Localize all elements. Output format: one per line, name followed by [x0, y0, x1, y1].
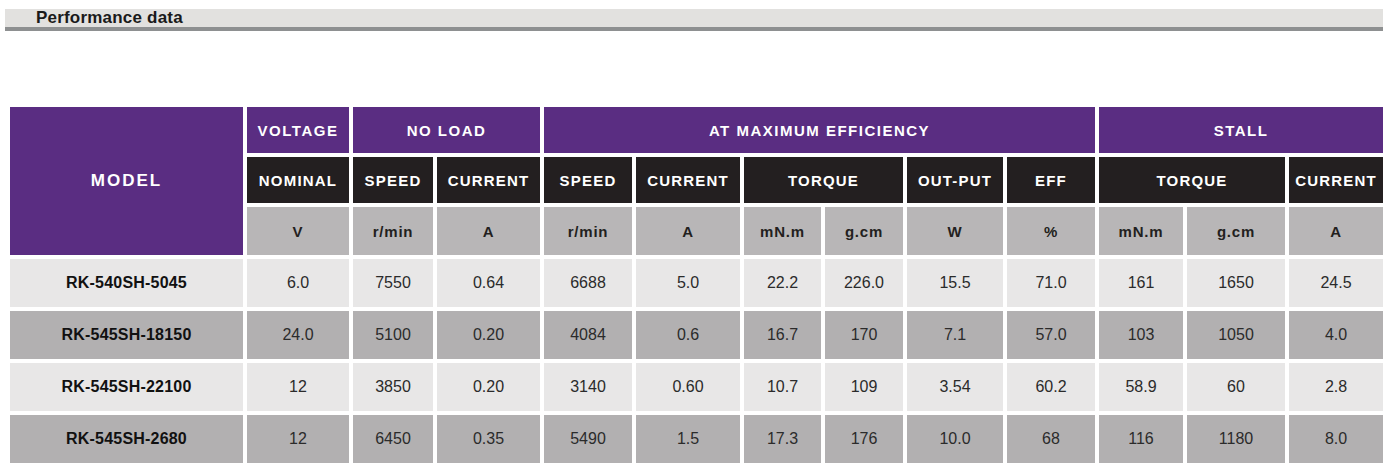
data-cell: 6688 [544, 259, 632, 307]
subheader-stall-torque: TORQUE [1099, 157, 1285, 203]
data-cell: 60.2 [1007, 363, 1095, 411]
data-cell: 22.2 [744, 259, 821, 307]
subheader-noload-speed: SPEED [353, 157, 433, 203]
subheader-stall-current: CURRENT [1289, 157, 1383, 203]
data-cell: 226.0 [825, 259, 903, 307]
data-cell: 2.8 [1289, 363, 1383, 411]
data-cell: 103 [1099, 311, 1183, 359]
data-cell: 12 [247, 363, 349, 411]
model-cell: RK-545SH-22100 [10, 363, 243, 411]
data-cell: 6450 [353, 415, 433, 463]
data-cell: 5490 [544, 415, 632, 463]
unit-maxeff-torque-mnm: mN.m [744, 207, 821, 255]
data-cell: 17.3 [744, 415, 821, 463]
data-cell: 3140 [544, 363, 632, 411]
data-cell: 8.0 [1289, 415, 1383, 463]
data-cell: 15.5 [907, 259, 1003, 307]
unit-maxeff-current: A [636, 207, 740, 255]
data-cell: 3850 [353, 363, 433, 411]
subheader-maxeff-current: CURRENT [636, 157, 740, 203]
data-cell: 7550 [353, 259, 433, 307]
data-cell: 57.0 [1007, 311, 1095, 359]
unit-stall-torque-mnm: mN.m [1099, 207, 1183, 255]
header-group-stall: STALL [1099, 107, 1383, 153]
table-row: RK-545SH-22100 12 3850 0.20 3140 0.60 10… [10, 363, 1383, 411]
data-cell: 16.7 [744, 311, 821, 359]
data-cell: 1650 [1187, 259, 1285, 307]
model-cell: RK-540SH-5045 [10, 259, 243, 307]
unit-noload-speed: r/min [353, 207, 433, 255]
data-cell: 161 [1099, 259, 1183, 307]
unit-eff-percent: % [1007, 207, 1095, 255]
data-cell: 0.20 [437, 311, 540, 359]
section-header: Performance data [5, 9, 1383, 31]
model-cell: RK-545SH-2680 [10, 415, 243, 463]
data-cell: 109 [825, 363, 903, 411]
header-model: MODEL [10, 107, 243, 255]
data-cell: 24.5 [1289, 259, 1383, 307]
data-cell: 0.6 [636, 311, 740, 359]
unit-maxeff-torque-gcm: g.cm [825, 207, 903, 255]
page-title: Performance data [5, 8, 183, 28]
model-cell: RK-545SH-18150 [10, 311, 243, 359]
data-cell: 1050 [1187, 311, 1285, 359]
data-cell: 58.9 [1099, 363, 1183, 411]
header-group-voltage: VOLTAGE [247, 107, 349, 153]
data-cell: 68 [1007, 415, 1095, 463]
data-cell: 10.7 [744, 363, 821, 411]
header-group-row: MODEL VOLTAGE NO LOAD AT MAXIMUM EFFICIE… [10, 107, 1383, 153]
data-cell: 10.0 [907, 415, 1003, 463]
data-cell: 0.35 [437, 415, 540, 463]
data-cell: 1.5 [636, 415, 740, 463]
data-cell: 24.0 [247, 311, 349, 359]
data-cell: 12 [247, 415, 349, 463]
data-cell: 5.0 [636, 259, 740, 307]
performance-table: MODEL VOLTAGE NO LOAD AT MAXIMUM EFFICIE… [6, 103, 1387, 467]
data-cell: 3.54 [907, 363, 1003, 411]
data-cell: 116 [1099, 415, 1183, 463]
data-cell: 170 [825, 311, 903, 359]
table-row: RK-540SH-5045 6.0 7550 0.64 6688 5.0 22.… [10, 259, 1383, 307]
data-cell: 4084 [544, 311, 632, 359]
subheader-output: OUT-PUT [907, 157, 1003, 203]
data-cell: 1180 [1187, 415, 1285, 463]
subheader-maxeff-speed: SPEED [544, 157, 632, 203]
subheader-nominal: NOMINAL [247, 157, 349, 203]
data-cell: 176 [825, 415, 903, 463]
subheader-eff: EFF [1007, 157, 1095, 203]
data-cell: 5100 [353, 311, 433, 359]
unit-output-w: W [907, 207, 1003, 255]
data-cell: 6.0 [247, 259, 349, 307]
data-cell: 60 [1187, 363, 1285, 411]
data-cell: 71.0 [1007, 259, 1095, 307]
unit-stall-torque-gcm: g.cm [1187, 207, 1285, 255]
unit-maxeff-speed: r/min [544, 207, 632, 255]
data-cell: 0.20 [437, 363, 540, 411]
subheader-maxeff-torque: TORQUE [744, 157, 903, 203]
subheader-noload-current: CURRENT [437, 157, 540, 203]
data-cell: 7.1 [907, 311, 1003, 359]
data-cell: 0.64 [437, 259, 540, 307]
header-group-no-load: NO LOAD [353, 107, 540, 153]
header-group-at-maximum-efficiency: AT MAXIMUM EFFICIENCY [544, 107, 1095, 153]
data-cell: 0.60 [636, 363, 740, 411]
table-row: RK-545SH-18150 24.0 5100 0.20 4084 0.6 1… [10, 311, 1383, 359]
table-row: RK-545SH-2680 12 6450 0.35 5490 1.5 17.3… [10, 415, 1383, 463]
unit-noload-current: A [437, 207, 540, 255]
unit-voltage: V [247, 207, 349, 255]
data-cell: 4.0 [1289, 311, 1383, 359]
unit-stall-current: A [1289, 207, 1383, 255]
